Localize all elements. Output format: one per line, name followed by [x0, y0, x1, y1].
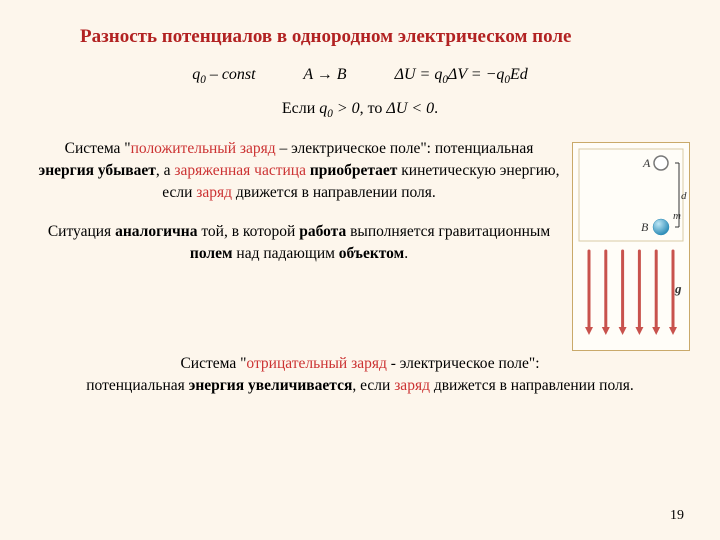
svg-text:B: B: [641, 220, 649, 234]
svg-text:m: m: [673, 210, 681, 222]
page-number: 19: [670, 508, 684, 524]
svg-text:g: g: [674, 281, 682, 296]
eq-delta-u: ΔU = q0ΔV = −q0Ed: [395, 66, 528, 83]
eq-const: q0 – const: [192, 66, 259, 83]
paragraph-analogy: Ситуация аналогична той, в которой работ…: [36, 221, 562, 264]
paragraph-positive-charge: Система "положительный заряд – электриче…: [36, 138, 562, 203]
eq-a-to-b: A → B: [303, 66, 346, 83]
equation-row-1: q0 – const A → B ΔU = q0ΔV = −q0Ed: [30, 66, 690, 86]
paragraph-negative-charge: Система "отрицательный заряд - электриче…: [30, 353, 690, 396]
equation-row-2: Если q0 > 0, то ΔU < 0.: [30, 100, 690, 120]
field-diagram: A Bdm g: [575, 145, 687, 345]
figure-column: A Bdm g: [572, 142, 690, 351]
svg-text:d: d: [681, 190, 687, 202]
svg-text:A: A: [642, 156, 651, 170]
slide-title: Разность потенциалов в однородном электр…: [80, 26, 690, 48]
